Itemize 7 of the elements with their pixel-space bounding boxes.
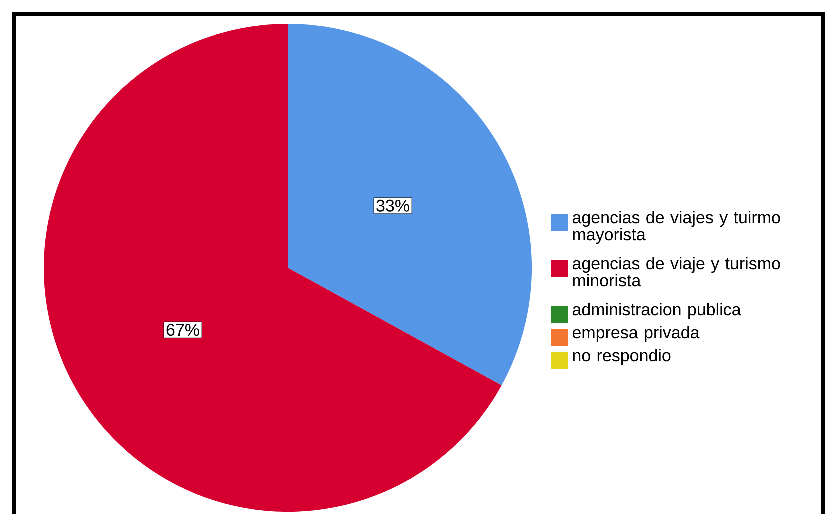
legend-label: no respondio — [573, 349, 671, 366]
legend-label: empresa privada — [572, 326, 700, 342]
data-label: 67% — [166, 324, 200, 336]
legend-label: agencias de viajes y tuirmo mayorista — [572, 211, 780, 244]
legend-label: administracion publica — [572, 303, 742, 320]
data-label: 33% — [376, 200, 410, 212]
legend-label: agencias de viaje y turismo minorista — [572, 257, 780, 287]
